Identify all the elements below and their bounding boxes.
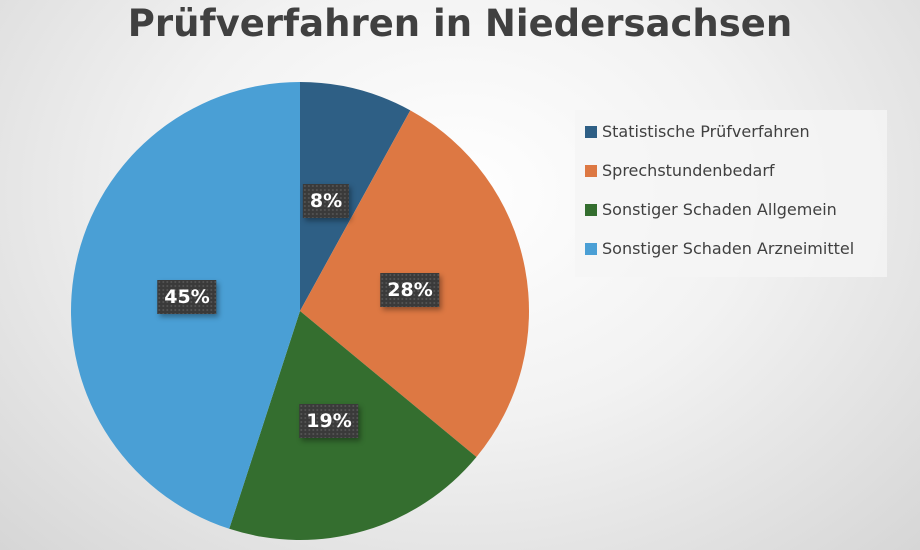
data-label: 19%: [299, 404, 359, 438]
legend-swatch: [585, 164, 597, 177]
data-label: 28%: [380, 273, 440, 307]
legend-swatch: [585, 125, 597, 138]
legend-item: Statistische Prüfverfahren: [585, 122, 810, 141]
legend-swatch: [585, 203, 597, 216]
legend-swatch: [585, 242, 597, 255]
legend-label: Sonstiger Schaden Arzneimittel: [602, 239, 855, 258]
legend: Statistische Prüfverfahren Sprechstundenb…: [575, 110, 887, 277]
legend-label: Statistische Prüfverfahren: [602, 122, 810, 141]
legend-label: Sprechstundenbedarf: [602, 161, 775, 180]
data-label: 8%: [302, 184, 350, 218]
legend-item: Sprechstundenbedarf: [585, 161, 775, 180]
legend-label: Sonstiger Schaden Allgemein: [602, 200, 837, 219]
chart-title: Prüfverfahren in Niedersachsen: [127, 2, 793, 45]
data-label: 45%: [157, 280, 217, 314]
pie-slice: [300, 82, 411, 311]
legend-item: Sonstiger Schaden Arzneimittel: [585, 239, 854, 258]
legend-item: Sonstiger Schaden Allgemein: [585, 200, 837, 219]
